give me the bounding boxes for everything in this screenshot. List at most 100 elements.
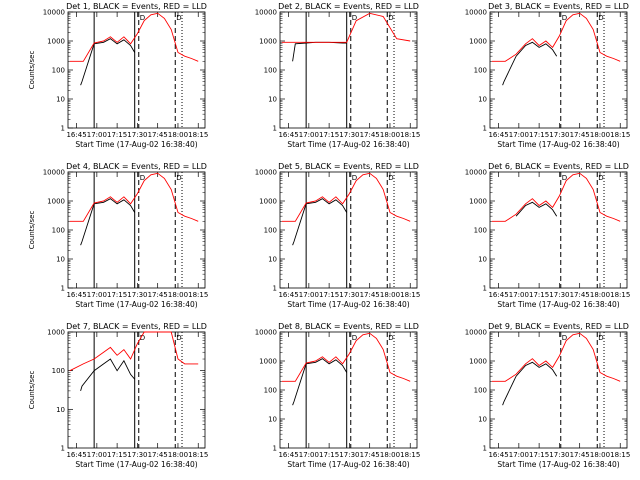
events-series-line <box>80 198 136 246</box>
y-tick-label: 1 <box>61 285 65 293</box>
chart-title: Det 7, BLACK = Events, RED = LLD <box>66 322 207 331</box>
x-tick-label: 17:45 <box>148 451 168 459</box>
x-axis-label: Start Time (17-Aug-02 16:38:40) <box>287 300 409 309</box>
x-tick-label: 17:00 <box>509 451 529 459</box>
y-tick-label: 10 <box>268 256 277 264</box>
x-tick-label: 16:45 <box>278 291 298 299</box>
x-tick-label: 16:45 <box>488 291 508 299</box>
x-tick-label: 17:15 <box>319 291 339 299</box>
flag-marker: D <box>352 334 357 342</box>
chart-panel: Det 9, BLACK = Events, RED = LLD 1 10 100 10… <box>465 322 631 469</box>
chart-title: Det 6, BLACK = Events, RED = LLD <box>488 162 629 171</box>
flag-marker: D <box>388 14 393 22</box>
x-tick-label: 17:30 <box>127 451 147 459</box>
x-tick-label: 18:00 <box>380 291 400 299</box>
y-tick-label: 1 <box>273 445 277 453</box>
y-tick-label: 10000 <box>465 169 487 177</box>
x-tick-label: 18:00 <box>168 291 188 299</box>
events-series-line <box>292 41 347 62</box>
x-tick-label: 17:30 <box>339 291 359 299</box>
x-tick-label: 18:15 <box>188 291 208 299</box>
x-tick-label: 17:30 <box>127 131 147 139</box>
x-axis-label: Start Time (17-Aug-02 16:38:40) <box>75 300 197 309</box>
x-tick-label: 17:45 <box>360 451 380 459</box>
chart-title: Det 2, BLACK = Events, RED = LLD <box>278 2 419 11</box>
x-axis-label: Start Time (17-Aug-02 16:38:40) <box>75 460 197 469</box>
flag-marker: D <box>562 334 567 342</box>
y-tick-label: 1000 <box>259 38 277 46</box>
y-tick-label: 1000 <box>469 358 487 366</box>
lld-series-line <box>69 172 199 222</box>
chart-title: Det 1, BLACK = Events, RED = LLD <box>66 2 207 11</box>
x-tick-label: 17:15 <box>319 131 339 139</box>
x-axis-label: Start Time (17-Aug-02 16:38:40) <box>497 300 619 309</box>
y-tick-label: 10 <box>478 256 487 264</box>
plot-frame <box>67 171 206 289</box>
lld-series-line <box>491 332 621 382</box>
x-tick-label: 17:15 <box>107 291 127 299</box>
chart-panel: Det 5, BLACK = Events, RED = LLD 1 10 100 10… <box>255 162 421 309</box>
y-tick-label: 10000 <box>465 329 487 337</box>
plot-frame <box>67 331 206 449</box>
x-tick-label: 18:15 <box>400 451 420 459</box>
y-tick-label: 1 <box>273 285 277 293</box>
x-tick-label: 17:00 <box>87 131 107 139</box>
lld-series-line <box>69 12 199 62</box>
events-series-line <box>502 41 558 86</box>
y-tick-label: 10 <box>478 96 487 104</box>
x-tick-label: 18:00 <box>168 131 188 139</box>
x-tick-label: 17:30 <box>549 291 569 299</box>
x-tick-label: 18:15 <box>610 131 630 139</box>
chart-panel: Det 7, BLACK = Events, RED = LLD Counts/s… <box>28 322 208 469</box>
y-tick-label: 100 <box>52 67 65 75</box>
y-tick-label: 1000 <box>259 358 277 366</box>
y-axis-label: Counts/sec <box>28 211 36 250</box>
y-tick-label: 10 <box>478 416 487 424</box>
x-tick-label: 17:30 <box>339 131 359 139</box>
x-tick-label: 17:45 <box>570 131 590 139</box>
x-tick-label: 17:15 <box>107 451 127 459</box>
plot-frame <box>67 11 206 129</box>
plot-frame <box>489 331 628 449</box>
chart-title: Det 8, BLACK = Events, RED = LLD <box>278 322 419 331</box>
y-tick-label: 1000 <box>469 198 487 206</box>
events-series-line <box>502 361 558 406</box>
flag-marker: D <box>388 334 393 342</box>
x-tick-label: 18:15 <box>610 291 630 299</box>
events-series-line <box>515 201 558 217</box>
x-tick-label: 17:30 <box>127 291 147 299</box>
y-tick-label: 1 <box>61 125 65 133</box>
y-tick-label: 1000 <box>47 198 65 206</box>
y-tick-label: 10000 <box>255 329 277 337</box>
y-tick-label: 100 <box>474 67 487 75</box>
x-tick-label: 17:45 <box>570 451 590 459</box>
plot-frame <box>279 331 418 449</box>
plot-frame <box>279 171 418 289</box>
y-tick-label: 1000 <box>47 38 65 46</box>
x-tick-label: 17:00 <box>299 451 319 459</box>
y-tick-label: 10000 <box>255 9 277 17</box>
y-tick-label: 10 <box>56 96 65 104</box>
x-tick-label: 17:00 <box>87 291 107 299</box>
x-tick-label: 17:45 <box>148 291 168 299</box>
x-tick-label: 18:15 <box>400 131 420 139</box>
x-tick-label: 17:45 <box>570 291 590 299</box>
flag-marker: D <box>140 14 145 22</box>
flag-marker: D <box>562 174 567 182</box>
x-tick-label: 18:15 <box>188 451 208 459</box>
x-tick-label: 18:15 <box>400 291 420 299</box>
y-tick-label: 1 <box>273 125 277 133</box>
y-tick-label: 10 <box>56 256 65 264</box>
x-tick-label: 17:15 <box>107 131 127 139</box>
y-tick-label: 10000 <box>255 169 277 177</box>
flag-marker: D <box>140 334 145 342</box>
flag-marker: D <box>598 14 603 22</box>
x-tick-label: 17:00 <box>299 291 319 299</box>
events-series-line <box>292 198 348 246</box>
flag-marker: D <box>562 14 567 22</box>
y-axis-label: Counts/sec <box>28 371 36 410</box>
x-tick-label: 16:45 <box>66 131 86 139</box>
x-tick-label: 17:00 <box>509 291 529 299</box>
events-series-line <box>80 358 136 392</box>
